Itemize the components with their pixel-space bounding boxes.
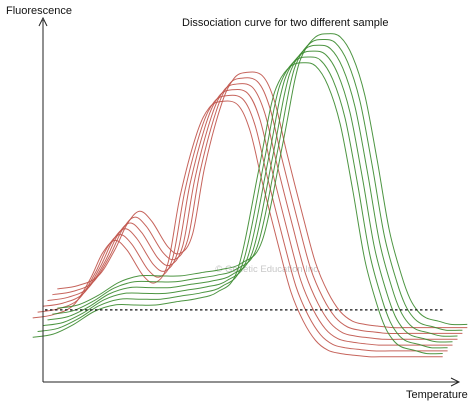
x-axis-label: Temperature: [406, 389, 468, 401]
y-axis-arrow: [38, 16, 48, 27]
watermark-layer: © Genetic Education Inc.: [215, 264, 320, 275]
series-green-replicate-3: [42, 50, 453, 343]
x-axis-arrow: [450, 377, 461, 387]
series-green-replicate-2: [37, 56, 448, 349]
axes: [38, 16, 461, 387]
y-axis-label: Fluorescence: [6, 5, 72, 17]
chart-title: Dissociation curve for two different sam…: [182, 17, 388, 29]
series-red-replicate-6: [57, 71, 468, 329]
watermark-text: © Genetic Education Inc.: [215, 264, 320, 275]
series-green-replicate-6: [57, 33, 468, 326]
curves-layer: [32, 33, 468, 358]
series-green-replicate-4: [47, 44, 458, 337]
series-green-replicate-1: [32, 62, 443, 355]
series-green-replicate-5: [52, 38, 463, 331]
